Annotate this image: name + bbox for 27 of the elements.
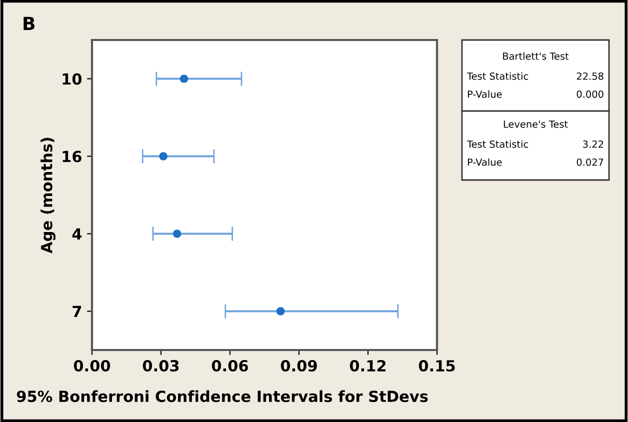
point [180, 74, 188, 83]
x-tick-label: 0.12 [350, 360, 386, 372]
x-tick-label: 0.06 [212, 360, 248, 372]
x-tick-label: 0.15 [418, 360, 455, 372]
y-tick-label: 16 [62, 150, 82, 162]
y-tick-label: 7 [72, 306, 82, 318]
text: Test Statistic [466, 72, 528, 80]
y-tick-label: 4 [72, 228, 82, 240]
x-tick-label: 0.09 [280, 360, 317, 372]
x-tick-label: 0.03 [142, 360, 179, 372]
x-axis-title: 95% Bonferroni Confidence Intervals for StDevs [16, 390, 428, 402]
text: Test Statistic [466, 140, 528, 148]
text: Bartlett's Test [503, 52, 569, 60]
text: 0.027 [576, 158, 604, 166]
text: P-Value [468, 90, 502, 98]
text: P-Value [468, 158, 502, 166]
y-tick-label: 10 [62, 73, 82, 85]
y-axis-title: Age (months) [40, 138, 56, 254]
x-tick-label: 0.00 [74, 360, 110, 372]
text: 22.58 [576, 72, 604, 80]
text: 0.000 [576, 90, 604, 98]
point [276, 307, 285, 316]
text: Levene's Test [504, 120, 568, 128]
point [159, 152, 168, 160]
text: B [24, 16, 34, 30]
point [172, 230, 182, 238]
text: 3.22 [583, 140, 604, 148]
